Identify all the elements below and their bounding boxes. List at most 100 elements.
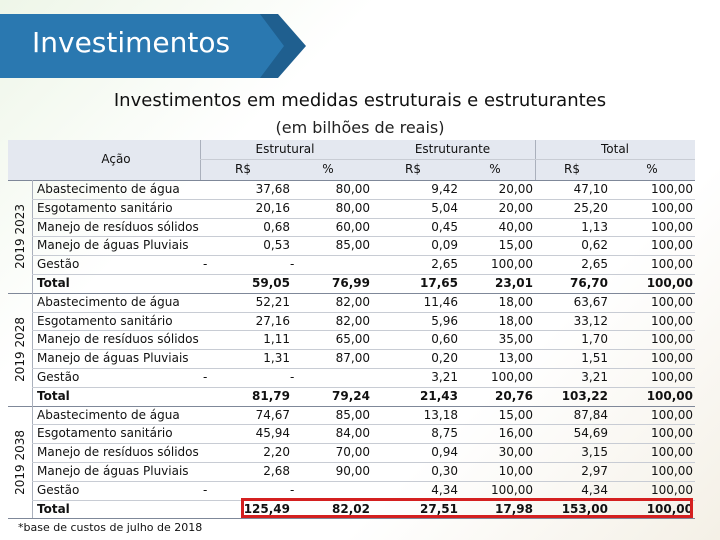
- row-value: 100,00: [651, 370, 693, 384]
- row-rule: [32, 255, 695, 257]
- row-value: 1,31: [263, 351, 290, 366]
- row-value: 125,49: [243, 501, 290, 516]
- row-value: 11,46: [423, 294, 458, 309]
- row-value: 25,20: [573, 200, 608, 215]
- row-rule: [32, 443, 695, 445]
- row-value: 17,98: [495, 501, 533, 516]
- row-value: 5,04: [431, 200, 458, 215]
- row-value: 87,84: [573, 407, 608, 422]
- row-value: 27,16: [255, 313, 290, 328]
- row-value: 0,60: [431, 332, 458, 347]
- row-value: 100,00: [651, 445, 693, 460]
- banner-inner: [0, 14, 284, 78]
- row-value: 82,00: [335, 313, 370, 328]
- row-value: 103,22: [561, 388, 608, 403]
- row-value: 2,65: [581, 257, 608, 272]
- row-action: Esgotamento sanitário: [37, 426, 173, 441]
- row-value: 100,00: [491, 370, 533, 384]
- row-action: Manejo de águas Pluviais: [37, 238, 189, 253]
- row-action: Total: [37, 388, 70, 403]
- section-rule: [8, 405, 695, 407]
- subheading: (em bilhões de reais): [275, 118, 445, 137]
- row-value: 100,00: [491, 257, 533, 272]
- row-value: -: [203, 370, 208, 384]
- row-value: 60,00: [335, 219, 370, 234]
- row-value: 9,42: [431, 182, 458, 196]
- row-rule: [32, 330, 695, 332]
- header-group: Estruturante: [414, 142, 491, 156]
- header-rule: [200, 159, 695, 160]
- row-rule: [32, 236, 695, 238]
- row-value: 76,99: [332, 276, 370, 290]
- row-value: 87,00: [335, 351, 370, 366]
- row-value: 0,45: [431, 219, 458, 234]
- row-value: 70,00: [335, 445, 370, 460]
- row-value: 27,51: [420, 501, 458, 516]
- row-value: 18,00: [498, 294, 533, 309]
- row-value: 15,00: [498, 407, 533, 422]
- row-value: 100,00: [651, 238, 693, 253]
- row-value: 100,00: [651, 332, 693, 347]
- row-value: 100,00: [651, 426, 693, 441]
- row-value: 74,67: [255, 407, 290, 422]
- header-sub: %: [322, 162, 334, 176]
- row-value: 82,02: [332, 501, 370, 516]
- row-action: Total: [37, 501, 70, 516]
- row-value: 0,53: [263, 238, 290, 253]
- section-divider: [32, 405, 33, 519]
- row-value: 0,09: [431, 238, 458, 253]
- row-value: 0,20: [431, 351, 458, 366]
- row-value: 3,21: [431, 370, 458, 384]
- row-value: 100,00: [491, 482, 533, 497]
- header-bottom: [8, 180, 695, 181]
- row-value: 100,00: [651, 313, 693, 328]
- row-value: 20,76: [495, 388, 533, 403]
- row-value: 100,00: [651, 351, 693, 366]
- row-action: Manejo de resíduos sólidos: [37, 332, 199, 347]
- row-value: 13,18: [423, 407, 458, 422]
- row-value: 15,00: [498, 238, 533, 253]
- row-value: -: [290, 257, 295, 272]
- highlight-box: [241, 497, 693, 519]
- row-value: 17,65: [420, 276, 458, 290]
- row-value: 20,16: [255, 200, 290, 215]
- row-value: 79,24: [332, 388, 370, 403]
- table-header-bg: [8, 140, 695, 180]
- row-value: 30,00: [498, 445, 533, 460]
- row-value: 82,00: [335, 294, 370, 309]
- header-sub: %: [489, 162, 501, 176]
- row-rule: [32, 349, 695, 351]
- row-value: 100,00: [651, 482, 693, 497]
- row-rule: [32, 462, 695, 463]
- row-value: 1,51: [581, 351, 608, 366]
- row-action: Abastecimento de água: [37, 407, 180, 422]
- row-value: -: [290, 482, 295, 497]
- row-value: 65,00: [335, 332, 370, 347]
- row-value: 23,01: [495, 276, 533, 290]
- row-value: 16,00: [498, 426, 533, 441]
- row-action: Total: [37, 276, 70, 290]
- row-value: 1,13: [581, 219, 608, 234]
- row-value: 37,68: [255, 182, 290, 196]
- row-value: 100,00: [651, 257, 693, 272]
- row-value: 100,00: [651, 407, 693, 422]
- row-value: 100,00: [651, 182, 693, 196]
- row-value: 35,00: [498, 332, 533, 347]
- row-value: 3,15: [581, 445, 608, 460]
- row-value: 4,34: [581, 482, 608, 497]
- row-value: 2,20: [263, 445, 290, 460]
- header-sub: %: [646, 162, 658, 176]
- section-label: 2019 2028: [12, 316, 27, 382]
- header-action: Ação: [101, 152, 131, 166]
- row-action: Manejo de águas Pluviais: [37, 464, 189, 478]
- row-value: 63,67: [573, 294, 608, 309]
- section-rule: [8, 518, 695, 520]
- row-value: 0,68: [263, 219, 290, 234]
- row-value: 84,00: [335, 426, 370, 441]
- row-value: 90,00: [335, 464, 370, 478]
- row-value: 1,70: [581, 332, 608, 347]
- row-rule: [32, 274, 695, 275]
- header-sub: R$: [405, 162, 421, 176]
- row-action: Manejo de águas Pluviais: [37, 351, 189, 366]
